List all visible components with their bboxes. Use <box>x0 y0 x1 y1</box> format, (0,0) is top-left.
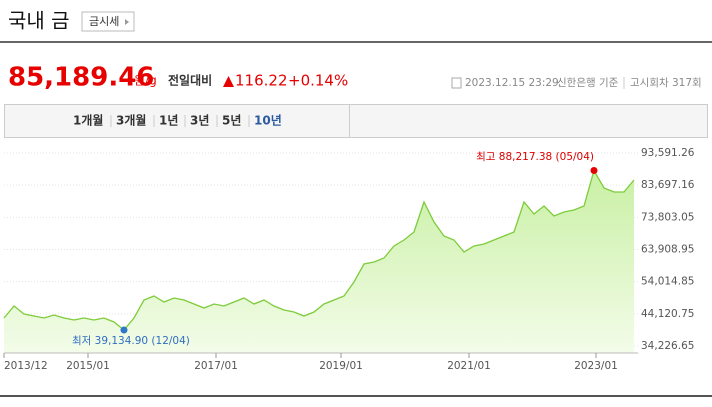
x-tick-label: 2015/01 <box>66 360 110 372</box>
up-arrow <box>223 76 234 87</box>
y-tick-label: 44,120.75 <box>641 308 694 320</box>
min-point <box>120 326 128 334</box>
max-point <box>590 166 598 174</box>
y-tick-label: 34,226.65 <box>641 340 694 352</box>
info-icon <box>451 77 462 89</box>
x-tick-label: 2017/01 <box>194 360 238 372</box>
y-tick-label: 54,014.85 <box>641 276 694 288</box>
page-title: 국내 금 <box>8 9 70 33</box>
price-button[interactable]: 금시세 <box>89 15 119 28</box>
change-percent: +0.14% <box>288 72 348 90</box>
tab[interactable]: 5년 <box>222 114 241 128</box>
tab[interactable]: 1개월 <box>73 113 103 128</box>
price-line <box>3 168 635 331</box>
x-tick-label: 2023/01 <box>574 360 618 372</box>
y-tick-label: 93,591.26 <box>641 147 695 159</box>
max-label: 최고 88,217.38 (05/04) <box>476 151 594 163</box>
x-tick-label: 2013/12 <box>4 360 48 372</box>
y-tick-label: 83,697.16 <box>641 179 695 191</box>
info-round: 고시회차 317회 <box>630 77 702 89</box>
price-unit: 원/g <box>134 74 157 88</box>
x-tick-label: 2021/01 <box>447 360 491 372</box>
info-source: 신한은행 기준 <box>557 77 619 89</box>
change: 116.22 <box>235 72 288 90</box>
button-arrow <box>125 19 129 25</box>
button-frame[interactable] <box>81 11 135 32</box>
x-tick-label: 2019/01 <box>319 360 363 372</box>
price-area <box>4 170 634 353</box>
tab[interactable]: 10년 <box>254 114 282 128</box>
tab[interactable]: 1년 <box>159 114 178 128</box>
tab[interactable]: 3개월 <box>116 113 146 128</box>
info-datetime: 2023.12.15 23:29 <box>465 77 559 89</box>
y-tick-label: 63,908.95 <box>641 243 694 255</box>
y-tick-label: 73,803.05 <box>641 211 694 223</box>
tab-bar <box>4 104 708 138</box>
min-label: 최저 39,134.90 (12/04) <box>72 335 190 347</box>
change-label: 전일대비 <box>168 73 212 88</box>
price: 85,189.46 <box>8 63 154 93</box>
tab[interactable]: 3년 <box>190 114 209 128</box>
